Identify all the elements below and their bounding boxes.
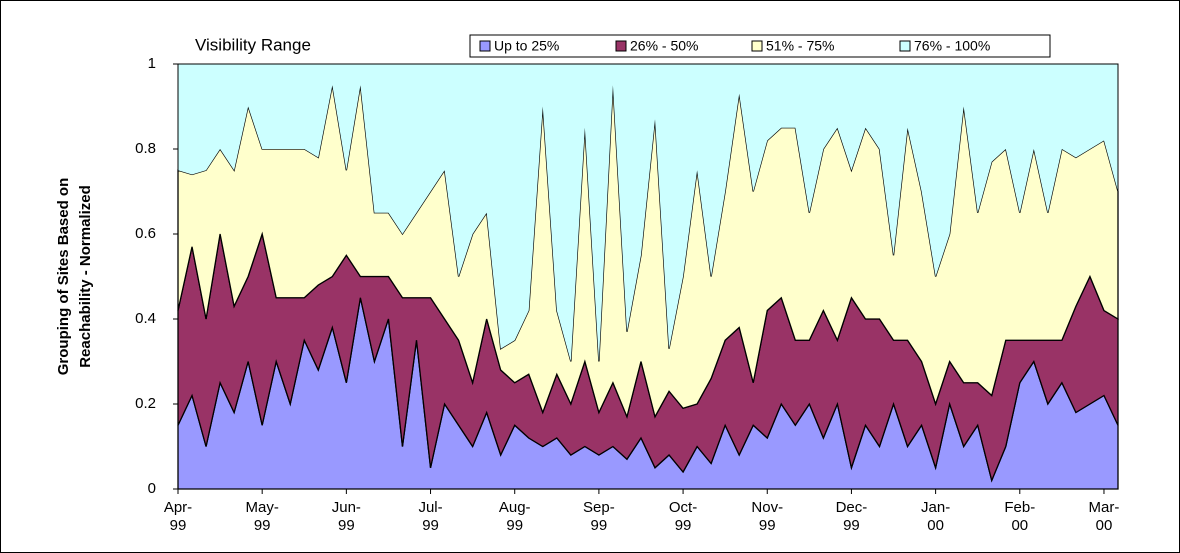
x-tick-label-line: 99 (338, 517, 355, 534)
plot-border (177, 63, 1119, 490)
legend-label: 26% - 50% (630, 38, 698, 54)
x-tick-label-line: 00 (1011, 517, 1028, 534)
x-tick-label-line: Sep- (583, 499, 615, 516)
legend-swatch (615, 40, 627, 52)
x-tick-label-line: 99 (675, 517, 692, 534)
legend-swatch (479, 40, 491, 52)
x-tick-label-line: Jan- (921, 499, 950, 516)
y-tick-label: 0.2 (135, 395, 156, 412)
x-tick-label: Oct-99 (669, 499, 697, 534)
x-tick-label: Mar-00 (1089, 499, 1120, 534)
x-tick-label-line: 99 (506, 517, 523, 534)
x-tick-label: Jun-99 (332, 499, 361, 534)
x-tick-label: May-99 (246, 499, 279, 534)
legend-swatch (751, 40, 763, 52)
y-axis-label: Grouping of Sites Based on (55, 178, 72, 376)
x-tick-label-line: 00 (927, 517, 944, 534)
x-tick-label-line: Oct- (669, 499, 697, 516)
y-tick-label: 0.8 (135, 140, 156, 157)
x-tick-label: Aug-99 (499, 499, 531, 534)
legend-label: 76% - 100% (914, 38, 990, 54)
x-tick-label-line: 99 (422, 517, 439, 534)
x-tick-label: Jan-00 (921, 499, 950, 534)
x-tick-label-line: 99 (759, 517, 776, 534)
y-tick-label: 1 (148, 55, 156, 72)
x-tick-label-line: Apr- (164, 499, 192, 516)
x-tick-label-line: 00 (1096, 517, 1113, 534)
x-tick-label: Apr-99 (164, 499, 192, 534)
y-axis-label: Reachability - Normalized (77, 185, 94, 368)
y-tick-label: 0.6 (135, 225, 156, 242)
x-tick-label-line: 99 (170, 517, 187, 534)
x-tick-label-line: 99 (254, 517, 271, 534)
legend-label: Up to 25% (494, 38, 559, 54)
x-tick-label-line: May- (246, 499, 279, 516)
x-tick-label-line: Jun- (332, 499, 361, 516)
x-tick-label-line: Dec- (836, 499, 868, 516)
y-tick-label: 0.4 (135, 310, 156, 327)
x-tick-label-line: Jul- (418, 499, 442, 516)
x-tick-label-line: 99 (591, 517, 608, 534)
x-tick-label: Jul-99 (418, 499, 442, 534)
x-tick-label: Dec-99 (836, 499, 868, 534)
x-tick-label: Sep-99 (583, 499, 615, 534)
x-tick-label: Feb-00 (1004, 499, 1035, 534)
area (178, 64, 1118, 362)
x-tick-label-line: Feb- (1004, 499, 1035, 516)
y-tick-label: 0 (148, 480, 156, 497)
x-tick-label: Nov-99 (751, 499, 783, 534)
legend-label: 51% - 75% (766, 38, 834, 54)
x-tick-label-line: Mar- (1089, 499, 1120, 516)
x-tick-label-line: Aug- (499, 499, 531, 516)
chart-title: Visibility Range (195, 35, 311, 54)
legend-swatch (899, 40, 911, 52)
x-tick-label-line: Nov- (751, 499, 783, 516)
x-tick-label-line: 99 (843, 517, 860, 534)
